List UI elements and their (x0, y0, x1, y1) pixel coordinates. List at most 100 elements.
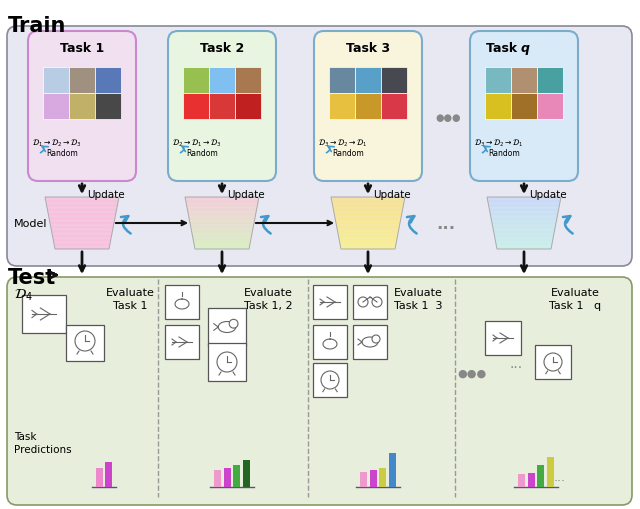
Polygon shape (339, 238, 397, 239)
Polygon shape (45, 200, 118, 202)
Text: Random: Random (186, 149, 218, 158)
Polygon shape (334, 214, 402, 216)
Bar (243, 460, 250, 487)
Bar (43, 94, 69, 120)
Bar (43, 68, 69, 94)
Polygon shape (185, 199, 259, 200)
Polygon shape (337, 230, 399, 232)
Polygon shape (336, 225, 400, 226)
Polygon shape (49, 221, 115, 222)
Bar (165, 325, 199, 359)
Polygon shape (337, 229, 399, 230)
Polygon shape (337, 226, 399, 228)
Polygon shape (49, 220, 115, 221)
Bar (96, 468, 103, 487)
Text: $\mathcal{D}_4$: $\mathcal{D}_4$ (14, 288, 33, 303)
Ellipse shape (362, 337, 378, 347)
Polygon shape (189, 218, 255, 220)
Polygon shape (496, 246, 552, 247)
Polygon shape (52, 237, 111, 238)
Polygon shape (488, 204, 560, 206)
Polygon shape (493, 228, 556, 229)
Text: Test: Test (8, 267, 56, 288)
Polygon shape (490, 213, 558, 214)
Polygon shape (336, 222, 400, 223)
Polygon shape (491, 217, 557, 218)
Circle shape (372, 335, 380, 344)
Polygon shape (332, 204, 404, 206)
Polygon shape (185, 197, 259, 199)
Text: q: q (521, 42, 530, 55)
Bar (235, 94, 261, 120)
Bar (537, 465, 544, 487)
Polygon shape (333, 211, 403, 212)
Polygon shape (490, 211, 559, 212)
Polygon shape (335, 220, 401, 221)
Polygon shape (195, 247, 250, 248)
Polygon shape (339, 240, 397, 242)
Polygon shape (495, 238, 553, 239)
Text: Update: Update (227, 190, 264, 200)
Polygon shape (186, 204, 258, 206)
Bar (528, 473, 535, 487)
Polygon shape (333, 212, 403, 213)
Text: Task 1: Task 1 (60, 42, 104, 55)
Bar (69, 68, 95, 94)
Bar (355, 68, 381, 94)
Polygon shape (53, 240, 111, 242)
Polygon shape (489, 207, 559, 208)
Polygon shape (48, 213, 116, 214)
Circle shape (229, 320, 238, 328)
Polygon shape (489, 208, 559, 209)
Polygon shape (491, 218, 557, 220)
Bar (547, 457, 554, 487)
Text: Update: Update (373, 190, 411, 200)
Polygon shape (336, 223, 400, 225)
Circle shape (217, 352, 237, 372)
Polygon shape (54, 247, 109, 248)
Polygon shape (46, 204, 118, 206)
Text: Model: Model (14, 218, 47, 229)
Polygon shape (495, 242, 552, 243)
Polygon shape (494, 234, 554, 235)
Polygon shape (337, 232, 399, 233)
Bar (511, 68, 537, 94)
Polygon shape (52, 233, 112, 234)
Polygon shape (488, 202, 560, 203)
Bar (329, 94, 355, 120)
FancyBboxPatch shape (470, 32, 578, 182)
Polygon shape (51, 229, 113, 230)
Text: Evaluate
Task 1  3: Evaluate Task 1 3 (394, 288, 442, 310)
Polygon shape (191, 229, 253, 230)
Polygon shape (193, 238, 252, 239)
Polygon shape (335, 217, 401, 218)
Polygon shape (493, 233, 554, 234)
Polygon shape (191, 226, 253, 228)
Polygon shape (340, 243, 396, 244)
Polygon shape (187, 207, 257, 208)
Polygon shape (333, 208, 403, 209)
Polygon shape (189, 222, 254, 223)
Text: ●●●: ●●● (435, 113, 461, 123)
Polygon shape (188, 212, 256, 213)
Polygon shape (496, 244, 552, 246)
FancyBboxPatch shape (314, 32, 422, 182)
Text: Train: Train (8, 16, 67, 36)
Polygon shape (45, 202, 118, 203)
Bar (22, 295, 66, 333)
Bar (208, 344, 246, 381)
Polygon shape (188, 211, 257, 212)
Polygon shape (49, 218, 115, 220)
Bar (235, 68, 261, 94)
Polygon shape (188, 209, 257, 211)
Text: Evaluate
Task 1   q: Evaluate Task 1 q (549, 288, 601, 310)
Polygon shape (492, 222, 556, 223)
Polygon shape (45, 197, 119, 199)
Polygon shape (492, 223, 556, 225)
Polygon shape (193, 239, 251, 240)
Polygon shape (487, 197, 561, 199)
Polygon shape (47, 211, 116, 212)
Circle shape (75, 331, 95, 351)
Ellipse shape (218, 322, 236, 333)
Polygon shape (192, 233, 252, 234)
